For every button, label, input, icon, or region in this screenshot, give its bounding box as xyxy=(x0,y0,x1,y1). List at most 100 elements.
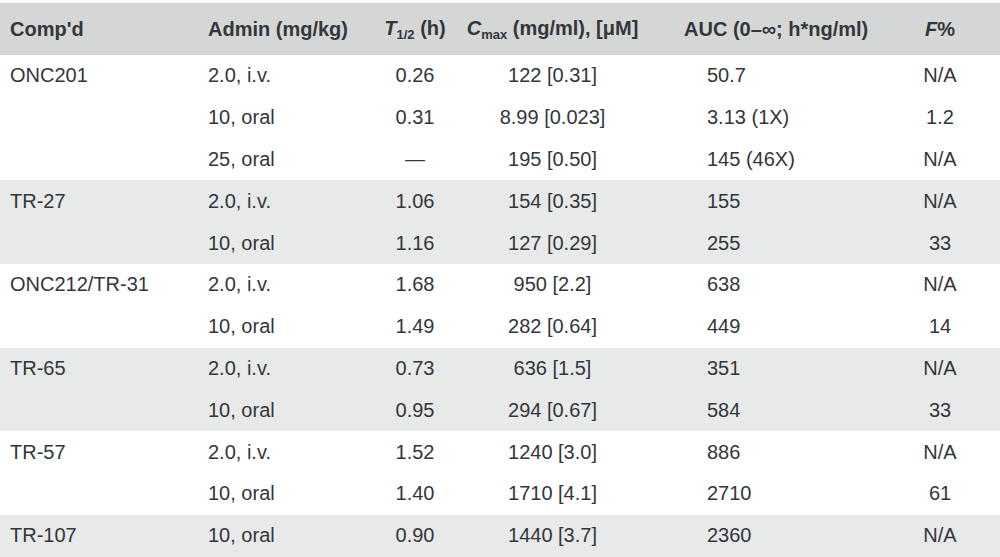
cell-admin: 2.0, i.v. xyxy=(198,180,375,222)
cell-cmax: 1440 [3.7] xyxy=(455,515,650,557)
col-header-symbol: T xyxy=(384,17,396,39)
cell-auc: 2710 xyxy=(650,473,880,515)
cell-fpercent: 14 xyxy=(880,306,1000,348)
cell-admin: 2.0, i.v. xyxy=(198,348,375,390)
table-header: Comp'd Admin (mg/kg) T1/2 (h) Cmax (mg/m… xyxy=(0,3,1000,55)
cell-thalf: 0.90 xyxy=(375,515,455,557)
cell-compound: ONC212/TR-31 xyxy=(0,264,198,306)
cell-admin: 10, oral xyxy=(198,473,375,515)
cell-admin: 10, oral xyxy=(198,97,375,139)
cell-admin: 10, oral xyxy=(198,389,375,431)
cell-auc: 3.13 (1X) xyxy=(650,97,880,139)
cell-thalf: 0.31 xyxy=(375,97,455,139)
cell-cmax: 1240 [3.0] xyxy=(455,431,650,473)
cell-auc: 50.7 xyxy=(650,55,880,97)
col-header-text: (mg/ml), [μM] xyxy=(507,17,638,39)
cell-cmax: 294 [0.67] xyxy=(455,389,650,431)
cell-fpercent: 61 xyxy=(880,473,1000,515)
cell-cmax: 282 [0.64] xyxy=(455,306,650,348)
col-header-subscript: 1/2 xyxy=(397,27,415,42)
cell-auc: 155 xyxy=(650,180,880,222)
col-header-cmax: Cmax (mg/ml), [μM] xyxy=(455,3,650,55)
cell-fpercent: N/A xyxy=(880,348,1000,390)
cell-compound xyxy=(0,389,198,431)
table-row: TR-10710, oral0.901440 [3.7]2360N/A xyxy=(0,515,1000,557)
cell-compound: TR-107 xyxy=(0,515,198,557)
col-header-text: (h) xyxy=(415,17,446,39)
cell-fpercent: N/A xyxy=(880,264,1000,306)
cell-cmax: 122 [0.31] xyxy=(455,55,650,97)
table-row: 25, oral—195 [0.50]145 (46X)N/A xyxy=(0,139,1000,181)
col-header-admin: Admin (mg/kg) xyxy=(198,3,375,55)
table-row: ONC2012.0, i.v.0.26122 [0.31]50.7N/A xyxy=(0,55,1000,97)
cell-cmax: 1710 [4.1] xyxy=(455,473,650,515)
cell-fpercent: 1.2 xyxy=(880,97,1000,139)
table-row: TR-652.0, i.v.0.73636 [1.5]351N/A xyxy=(0,348,1000,390)
cell-auc: 449 xyxy=(650,306,880,348)
cell-cmax: 195 [0.50] xyxy=(455,139,650,181)
cell-fpercent: N/A xyxy=(880,515,1000,557)
table-body: ONC2012.0, i.v.0.26122 [0.31]50.7N/A10, … xyxy=(0,55,1000,557)
col-header-thalf: T1/2 (h) xyxy=(375,3,455,55)
cell-compound: TR-65 xyxy=(0,348,198,390)
cell-thalf: 0.26 xyxy=(375,55,455,97)
cell-cmax: 636 [1.5] xyxy=(455,348,650,390)
cell-thalf: 1.52 xyxy=(375,431,455,473)
cell-compound xyxy=(0,473,198,515)
col-header-text: Comp'd xyxy=(10,18,84,40)
col-header-compound: Comp'd xyxy=(0,3,198,55)
cell-auc: 255 xyxy=(650,222,880,264)
col-header-fpercent: F% xyxy=(880,3,1000,55)
cell-fpercent: N/A xyxy=(880,180,1000,222)
cell-fpercent: N/A xyxy=(880,55,1000,97)
table-row: TR-572.0, i.v.1.521240 [3.0]886N/A xyxy=(0,431,1000,473)
cell-auc: 351 xyxy=(650,348,880,390)
cell-thalf: — xyxy=(375,139,455,181)
table-row: 10, oral1.16127 [0.29]25533 xyxy=(0,222,1000,264)
cell-thalf: 0.95 xyxy=(375,389,455,431)
cell-cmax: 154 [0.35] xyxy=(455,180,650,222)
col-header-symbol: C xyxy=(467,17,481,39)
col-header-text: % xyxy=(937,18,955,40)
cell-admin: 10, oral xyxy=(198,515,375,557)
cell-thalf: 1.40 xyxy=(375,473,455,515)
cell-compound: TR-27 xyxy=(0,180,198,222)
cell-thalf: 1.06 xyxy=(375,180,455,222)
cell-compound: TR-57 xyxy=(0,431,198,473)
table-row: 10, oral1.49282 [0.64]44914 xyxy=(0,306,1000,348)
cell-auc: 886 xyxy=(650,431,880,473)
cell-admin: 2.0, i.v. xyxy=(198,264,375,306)
cell-thalf: 1.68 xyxy=(375,264,455,306)
cell-fpercent: 33 xyxy=(880,222,1000,264)
cell-fpercent: N/A xyxy=(880,139,1000,181)
cell-auc: 145 (46X) xyxy=(650,139,880,181)
cell-fpercent: 33 xyxy=(880,389,1000,431)
cell-admin: 10, oral xyxy=(198,222,375,264)
pk-table: Comp'd Admin (mg/kg) T1/2 (h) Cmax (mg/m… xyxy=(0,3,1000,557)
cell-auc: 584 xyxy=(650,389,880,431)
table-row: 10, oral0.95294 [0.67]58433 xyxy=(0,389,1000,431)
table-row: 10, oral1.401710 [4.1]271061 xyxy=(0,473,1000,515)
cell-thalf: 1.16 xyxy=(375,222,455,264)
table-row: TR-272.0, i.v.1.06154 [0.35]155N/A xyxy=(0,180,1000,222)
cell-auc: 2360 xyxy=(650,515,880,557)
cell-auc: 638 xyxy=(650,264,880,306)
cell-admin: 25, oral xyxy=(198,139,375,181)
col-header-auc: AUC (0–∞; h*ng/ml) xyxy=(650,3,880,55)
col-header-text: Admin (mg/kg) xyxy=(208,18,348,40)
cell-thalf: 0.73 xyxy=(375,348,455,390)
cell-cmax: 8.99 [0.023] xyxy=(455,97,650,139)
cell-compound xyxy=(0,222,198,264)
cell-fpercent: N/A xyxy=(880,431,1000,473)
cell-compound xyxy=(0,139,198,181)
col-header-symbol: F xyxy=(925,18,937,40)
cell-cmax: 950 [2.2] xyxy=(455,264,650,306)
col-header-text: AUC (0–∞; h*ng/ml) xyxy=(684,18,868,40)
cell-admin: 2.0, i.v. xyxy=(198,431,375,473)
cell-cmax: 127 [0.29] xyxy=(455,222,650,264)
cell-compound xyxy=(0,306,198,348)
cell-thalf: 1.49 xyxy=(375,306,455,348)
table-row: ONC212/TR-312.0, i.v.1.68950 [2.2]638N/A xyxy=(0,264,1000,306)
header-row: Comp'd Admin (mg/kg) T1/2 (h) Cmax (mg/m… xyxy=(0,3,1000,55)
cell-admin: 10, oral xyxy=(198,306,375,348)
